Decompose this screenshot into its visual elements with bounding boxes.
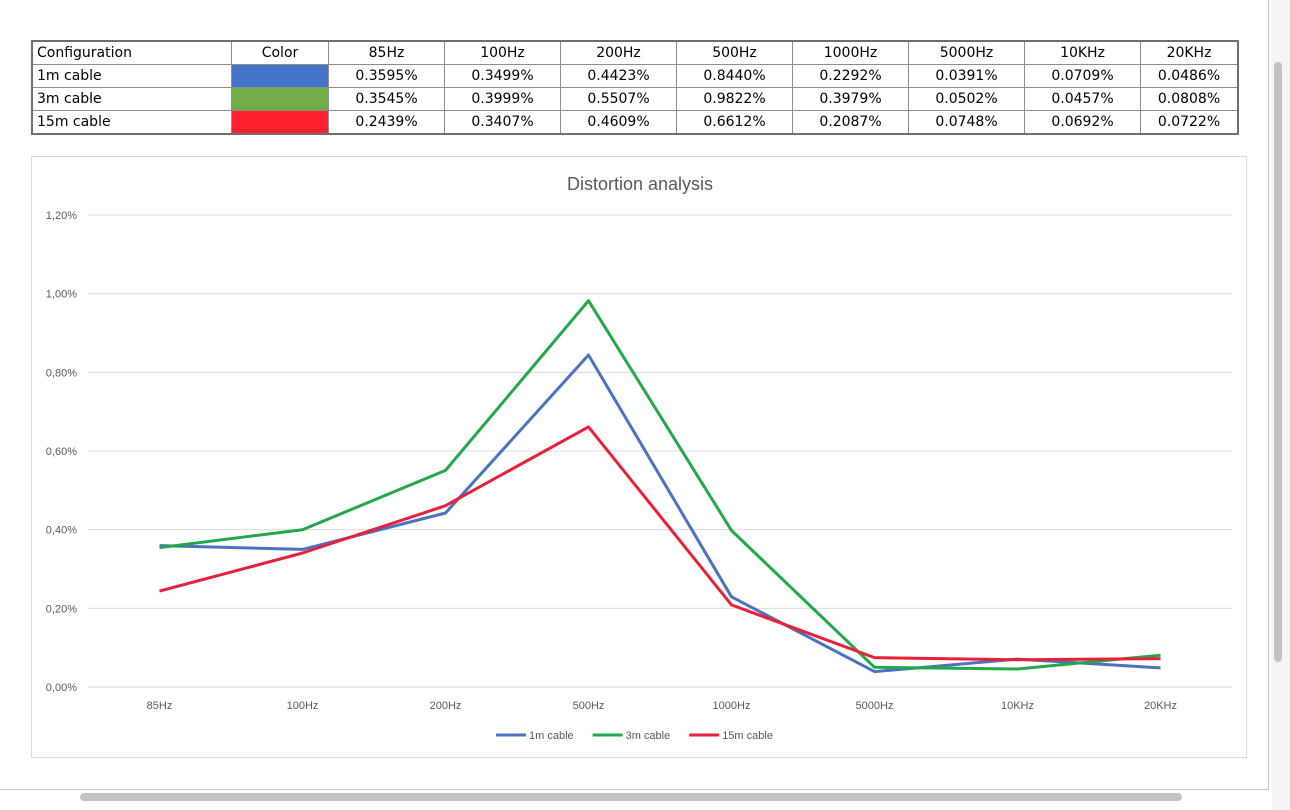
cell-color-swatch [231,87,329,111]
y-tick-label: 0,20% [46,603,77,615]
legend-label: 15m cable [722,730,773,742]
x-tick-label: 85Hz [147,700,173,712]
chart-title: Distortion analysis [567,174,713,194]
cell-value: 0.5507% [560,87,677,111]
cell-color-swatch [231,110,329,135]
chart-area: Distortion analysis 0,00% 0,20% 0,40% 0,60% 0… [31,156,1247,758]
cell-configuration: 1m cable [31,64,232,88]
cell-value: 0.0486% [1140,64,1239,88]
cell-value: 0.3999% [444,87,561,111]
cell-value: 0.0808% [1140,87,1239,111]
y-tick-label: 0,40% [46,525,77,537]
series-line-2 [159,299,1161,671]
x-tick-label: 1000Hz [713,700,751,712]
cell-value: 0.3407% [444,110,561,135]
y-tick-label: 1,20% [46,210,77,222]
cell-color-swatch [231,64,329,88]
cell-value: 0.0502% [908,87,1025,111]
x-tick-label: 20KHz [1144,700,1177,712]
series-line-3 [159,425,1161,662]
legend-label: 1m cable [529,730,574,742]
cell-value: 0.3545% [328,87,445,111]
distortion-table: Configuration Color 85Hz 100Hz 200Hz 500… [31,40,1239,135]
y-tick-label: 0,60% [46,446,77,458]
legend-label: 3m cable [626,730,671,742]
line-chart: Distortion analysis 0,00% 0,20% 0,40% 0,60% 0… [46,174,1232,742]
cell-value: 0.4423% [560,64,677,88]
cell-value: 0.2439% [328,110,445,135]
cell-value: 0.9822% [676,87,793,111]
cell-value: 0.0692% [1024,110,1141,135]
cell-value: 0.4609% [560,110,677,135]
header-configuration: Configuration [31,40,232,65]
y-tick-label: 1,00% [46,289,77,301]
table-row: 3m cable 0.3545% 0.3999% 0.5507% 0.9822% 0.39… [31,87,1239,111]
header-5000hz: 5000Hz [908,40,1025,65]
cell-configuration: 15m cable [31,110,232,135]
cell-value: 0.6612% [676,110,793,135]
series-line-1 [159,353,1161,674]
x-tick-label: 5000Hz [856,700,894,712]
header-color: Color [231,40,329,65]
vertical-scrollbar-thumb[interactable] [1274,62,1282,662]
cell-value: 0.0391% [908,64,1025,88]
header-1000hz: 1000Hz [792,40,909,65]
x-tick-label: 100Hz [287,700,319,712]
header-100hz: 100Hz [444,40,561,65]
cell-value: 0.8440% [676,64,793,88]
cell-value: 0.3595% [328,64,445,88]
cell-value: 0.0748% [908,110,1025,135]
cell-value: 0.3499% [444,64,561,88]
header-10khz: 10KHz [1024,40,1141,65]
cell-value: 0.2087% [792,110,909,135]
header-85hz: 85Hz [328,40,445,65]
header-500hz: 500Hz [676,40,793,65]
x-tick-label: 500Hz [573,700,605,712]
table-row: 15m cable 0.2439% 0.3407% 0.4609% 0.6612% 0.2… [31,110,1239,135]
table-header-row: Configuration Color 85Hz 100Hz 200Hz 500… [31,40,1239,65]
cell-value: 0.0457% [1024,87,1141,111]
cell-value: 0.2292% [792,64,909,88]
header-200hz: 200Hz [560,40,677,65]
y-tick-label: 0,80% [46,367,77,379]
cell-value: 0.0709% [1024,64,1141,88]
table-row: 1m cable 0.3595% 0.3499% 0.4423% 0.8440% 0.22… [31,64,1239,88]
cell-value: 0.0722% [1140,110,1239,135]
y-tick-label: 0,00% [46,682,77,694]
cell-configuration: 3m cable [31,87,232,111]
cell-value: 0.3979% [792,87,909,111]
header-20khz: 20KHz [1140,40,1239,65]
x-tick-label: 10KHz [1001,700,1034,712]
horizontal-scrollbar-thumb[interactable] [80,793,1182,801]
x-tick-label: 200Hz [430,700,462,712]
